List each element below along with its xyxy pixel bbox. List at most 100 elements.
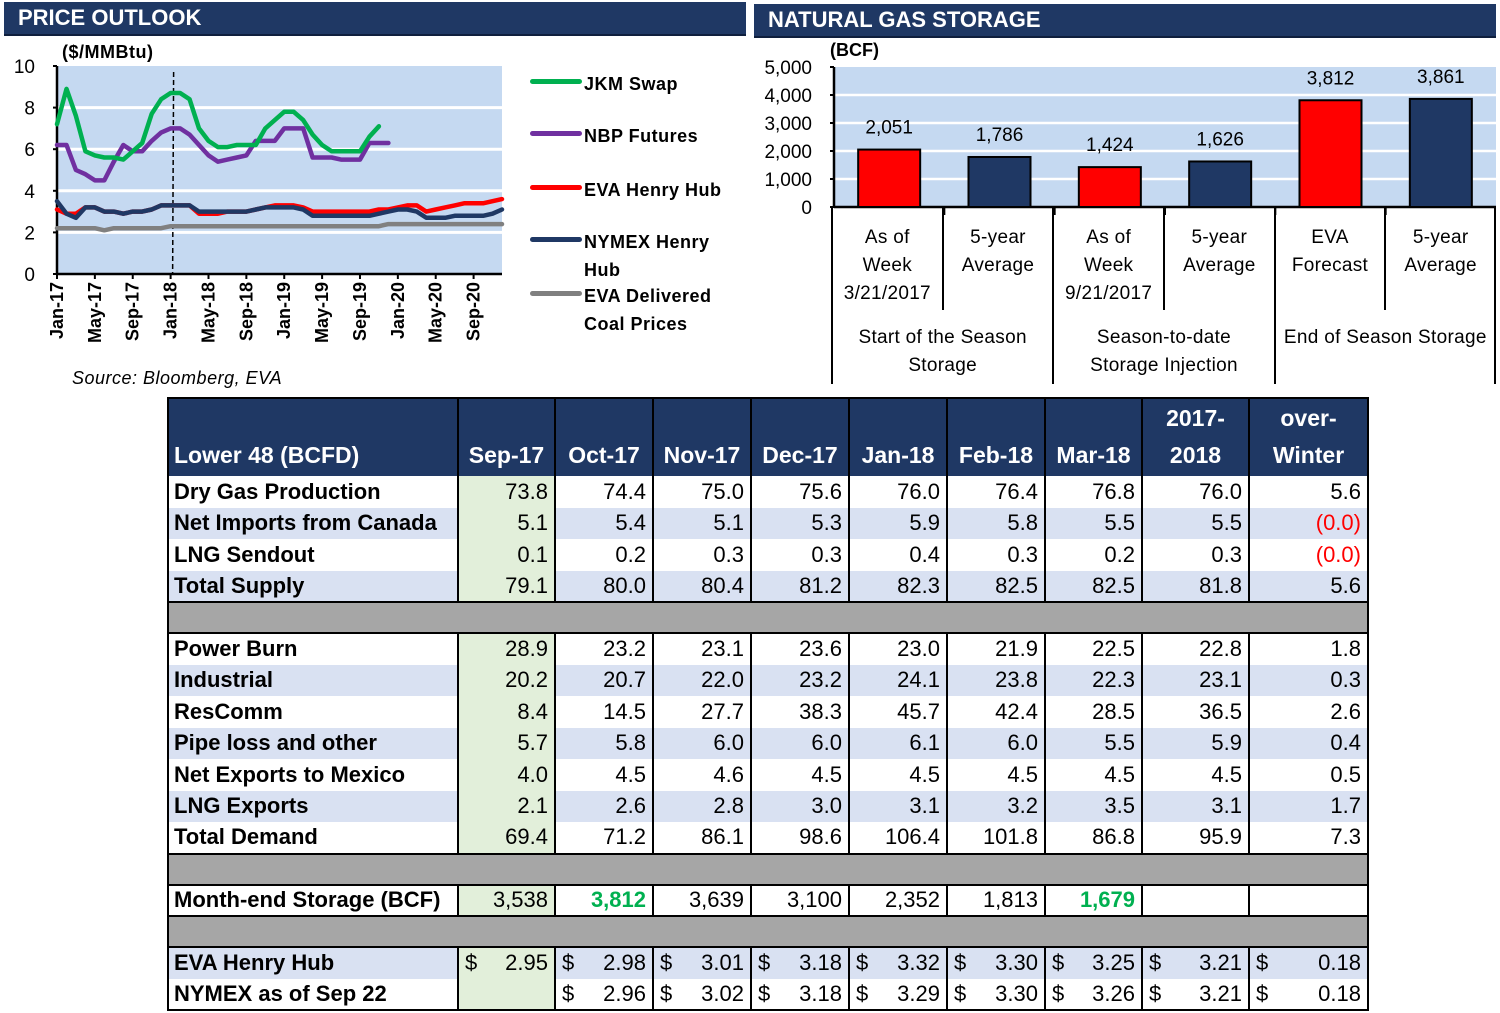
currency-symbol: $ — [562, 950, 575, 976]
table-cell: 4.5 — [1141, 759, 1250, 791]
x-tick-label: May-19 — [312, 282, 332, 343]
row-label: Month-end Storage (BCF) — [167, 883, 459, 917]
table-cell: 6.0 — [946, 727, 1046, 759]
row-label: Net Imports from Canada — [167, 507, 459, 539]
table-row: NYMEX as of Sep 22 $2.96 $3.02 $3.18 $3.29 $3… — [167, 978, 1369, 1010]
row-label: Total Demand — [167, 822, 459, 854]
table-cell: 74.4 — [554, 476, 654, 508]
legend-label: EVA Delivered Coal Prices — [584, 286, 712, 334]
bar-plot-area — [834, 67, 1496, 207]
legend-swatch — [530, 131, 582, 136]
row-label: NYMEX as of Sep 22 — [167, 978, 459, 1010]
table-cell: 23.2 — [750, 664, 850, 696]
table-row: Industrial 20.2 20.7 22.0 23.2 24.1 23.8 22.3 23… — [167, 664, 1369, 696]
table-cell: 5.9 — [1141, 727, 1250, 759]
legend-label: NBP Futures — [584, 126, 699, 146]
reference-line — [171, 71, 175, 275]
price-outlook-chart: ($/MMBtu) 0 2 4 6 8 10 Jan-17 May-17 Sep-17 Jan-… — [14, 42, 505, 343]
table-cell: 5.8 — [554, 727, 654, 759]
table-cell: 82.3 — [848, 570, 948, 602]
x-tick-label: Sep-17 — [123, 282, 143, 341]
column-header: 2017- 2018 — [1141, 398, 1250, 476]
table-cell: 2,352 — [848, 883, 948, 917]
table-cell: 3,639 — [652, 883, 752, 917]
table-row: Dry Gas Production 73.8 74.4 75.0 75.6 76.0 76… — [167, 476, 1369, 508]
category-label-line: Week — [1083, 255, 1134, 276]
group-label-line: Storage — [908, 355, 977, 376]
table-cell: $3.01 — [652, 947, 752, 979]
legend-item: JKM Swap — [530, 70, 744, 98]
table-cell — [1248, 883, 1369, 917]
table-cell: 0.2 — [1044, 539, 1143, 571]
table-cell: 95.9 — [1141, 822, 1250, 854]
table-cell: 76.0 — [1141, 476, 1250, 508]
legend-label: JKM Swap — [584, 74, 679, 94]
category-divider — [1163, 206, 1165, 310]
bar-value-label: 3,861 — [1417, 67, 1465, 88]
x-tick-label: Sep-19 — [350, 282, 370, 341]
storage-bar — [1298, 99, 1363, 208]
table-cell: 4.5 — [554, 759, 654, 791]
bar-value-label: 1,424 — [1086, 135, 1134, 156]
series-line-nymex-henry-hub — [54, 198, 505, 221]
table-cell: 3.1 — [848, 790, 948, 822]
table-cell: 27.7 — [652, 696, 752, 728]
storage-group-label: Season-to-date Storage Injection — [1053, 324, 1274, 380]
legend-swatch — [530, 79, 582, 84]
bar-y-tick-label: 4,000 — [764, 86, 812, 107]
table-cell: 5.1 — [457, 507, 556, 539]
storage-bar — [1188, 160, 1253, 208]
category-label-line: 3/21/2017 — [843, 283, 931, 304]
table-cell: 0.3 — [1248, 664, 1369, 696]
table-cell: 3.2 — [946, 790, 1046, 822]
table-cell: 5.4 — [554, 507, 654, 539]
table-cell: 21.9 — [946, 633, 1046, 665]
x-tick-label: May-20 — [426, 282, 446, 343]
legend-item: NYMEX Henry Hub — [530, 228, 744, 284]
table-cell: 0.2 — [554, 539, 654, 571]
table-cell — [1141, 883, 1250, 917]
x-tick-label: Sep-18 — [236, 282, 256, 341]
table-cell: 0.4 — [1248, 727, 1369, 759]
category-divider — [1384, 206, 1387, 310]
table-cell: 5.7 — [457, 727, 556, 759]
y-tick-label: 0 — [24, 265, 35, 286]
table-cell: 5.6 — [1248, 476, 1369, 508]
table-cell: 42.4 — [946, 696, 1046, 728]
table-cell: 4.5 — [1044, 759, 1143, 791]
table-cell: 81.8 — [1141, 570, 1250, 602]
table-cell: 22.5 — [1044, 633, 1143, 665]
separator-row — [168, 852, 1368, 886]
currency-symbol: $ — [465, 950, 478, 976]
table-header-row: Lower 48 (BCFD) Sep-17 Oct-17 Nov-17 Dec-17 J… — [167, 398, 1369, 476]
table-row: Net Exports to Mexico 4.0 4.5 4.6 4.5 4.5 4.5 4… — [167, 759, 1369, 791]
table-cell: 1,679 — [1044, 883, 1143, 917]
storage-category-label: EVA Forecast — [1275, 206, 1386, 310]
bar-y-tick-label: 5,000 — [764, 58, 812, 79]
category-label-line: Week — [862, 255, 913, 276]
table-cell: 4.6 — [652, 759, 752, 791]
table-cell: 80.0 — [554, 570, 654, 602]
table-cell: 23.6 — [750, 633, 850, 665]
currency-symbol: $ — [758, 950, 771, 976]
table-cell: 0.3 — [750, 539, 850, 571]
category-divider — [941, 206, 944, 310]
table-row: Pipe loss and other 5.7 5.8 6.0 6.0 6.1 6.0 5.5… — [167, 727, 1369, 759]
table-cell: 22.0 — [652, 664, 752, 696]
row-label: Industrial — [167, 664, 459, 696]
row-label: Power Burn — [167, 633, 459, 665]
table-cell: 5.5 — [1044, 727, 1143, 759]
table-cell: 36.5 — [1141, 696, 1250, 728]
table-cell: 80.4 — [652, 570, 752, 602]
table-cell: $2.96 — [554, 978, 654, 1010]
storage-category-label: As of Week 9/21/2017 — [1053, 206, 1164, 310]
table-cell: (0.0) — [1248, 507, 1369, 539]
table-cell: 1.7 — [1248, 790, 1369, 822]
row-label: Dry Gas Production — [167, 476, 459, 508]
x-tick-label: May-18 — [198, 282, 218, 343]
table-cell: 0.4 — [848, 539, 948, 571]
storage-group-label: End of Season Storage — [1275, 324, 1496, 352]
table-cell: 6.1 — [848, 727, 948, 759]
table-cell: $3.26 — [1044, 978, 1143, 1010]
row-label: LNG Exports — [167, 790, 459, 822]
